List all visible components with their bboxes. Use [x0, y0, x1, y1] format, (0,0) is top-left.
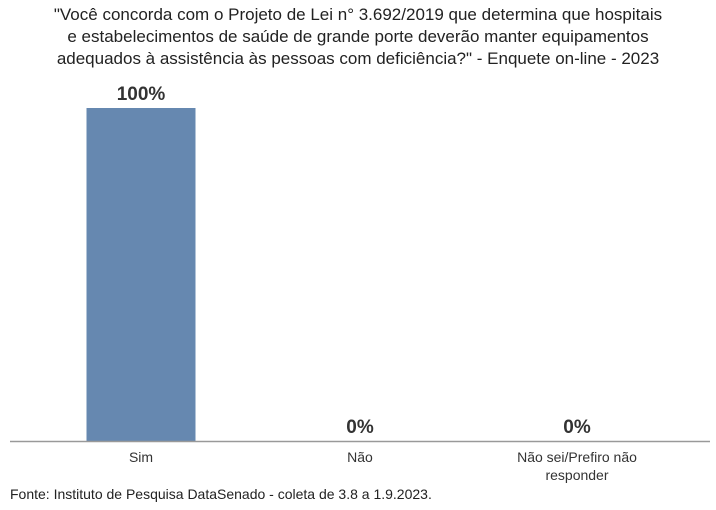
- category-label: Sim: [129, 449, 153, 465]
- category-label: Não sei/Prefiro não: [517, 449, 637, 465]
- category-label: Não: [347, 449, 373, 465]
- data-label: 100%: [117, 84, 166, 105]
- bar: [86, 108, 196, 441]
- title-line: adequados à assistência às pessoas com d…: [56, 49, 660, 68]
- data-label: 0%: [563, 417, 591, 438]
- title-line: "Você concorda com o Projeto de Lei n° 3…: [53, 5, 663, 24]
- chart-title: "Você concorda com o Projeto de Lei n° 3…: [0, 4, 716, 70]
- title-line: e estabelecimentos de saúde de grande po…: [67, 27, 649, 46]
- category-label: responder: [545, 467, 608, 483]
- data-label: 0%: [346, 417, 374, 438]
- source-note: Fonte: Instituto de Pesquisa DataSenado …: [10, 486, 432, 502]
